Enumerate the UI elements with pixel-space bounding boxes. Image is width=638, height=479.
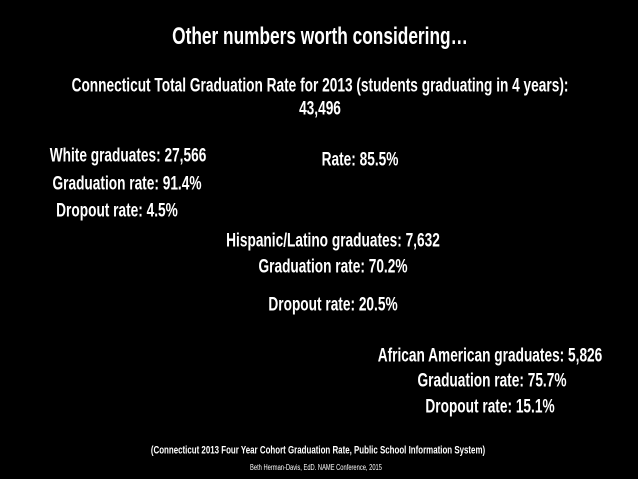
group-graduates: Hispanic/Latino graduates: 7,632 xyxy=(226,230,440,252)
group-graduates: African American graduates: 5,826 xyxy=(377,345,603,367)
group-dropout-rate: Dropout rate: 15.1% xyxy=(425,396,555,418)
citation: (Connecticut 2013 Four Year Cohort Gradu… xyxy=(150,444,486,457)
group-dropout-rate: Dropout rate: 4.5% xyxy=(56,200,178,222)
group-dropout-rate: Dropout rate: 20.5% xyxy=(268,294,398,316)
title: Other numbers worth considering… xyxy=(172,23,468,50)
summary-total: 43,496 xyxy=(299,98,341,120)
group-graduation-rate: Graduation rate: 75.7% xyxy=(417,370,567,392)
group-graduation-rate: Graduation rate: 91.4% xyxy=(52,173,202,195)
summary-heading: Connecticut Total Graduation Rate for 20… xyxy=(71,75,569,97)
group-graduates: White graduates: 27,566 xyxy=(49,145,207,167)
credit: Beth Herman-Davis, EdD. NAME Conference,… xyxy=(250,463,382,472)
group-graduation-rate: Graduation rate: 70.2% xyxy=(258,256,408,278)
summary-rate: Rate: 85.5% xyxy=(321,149,399,171)
